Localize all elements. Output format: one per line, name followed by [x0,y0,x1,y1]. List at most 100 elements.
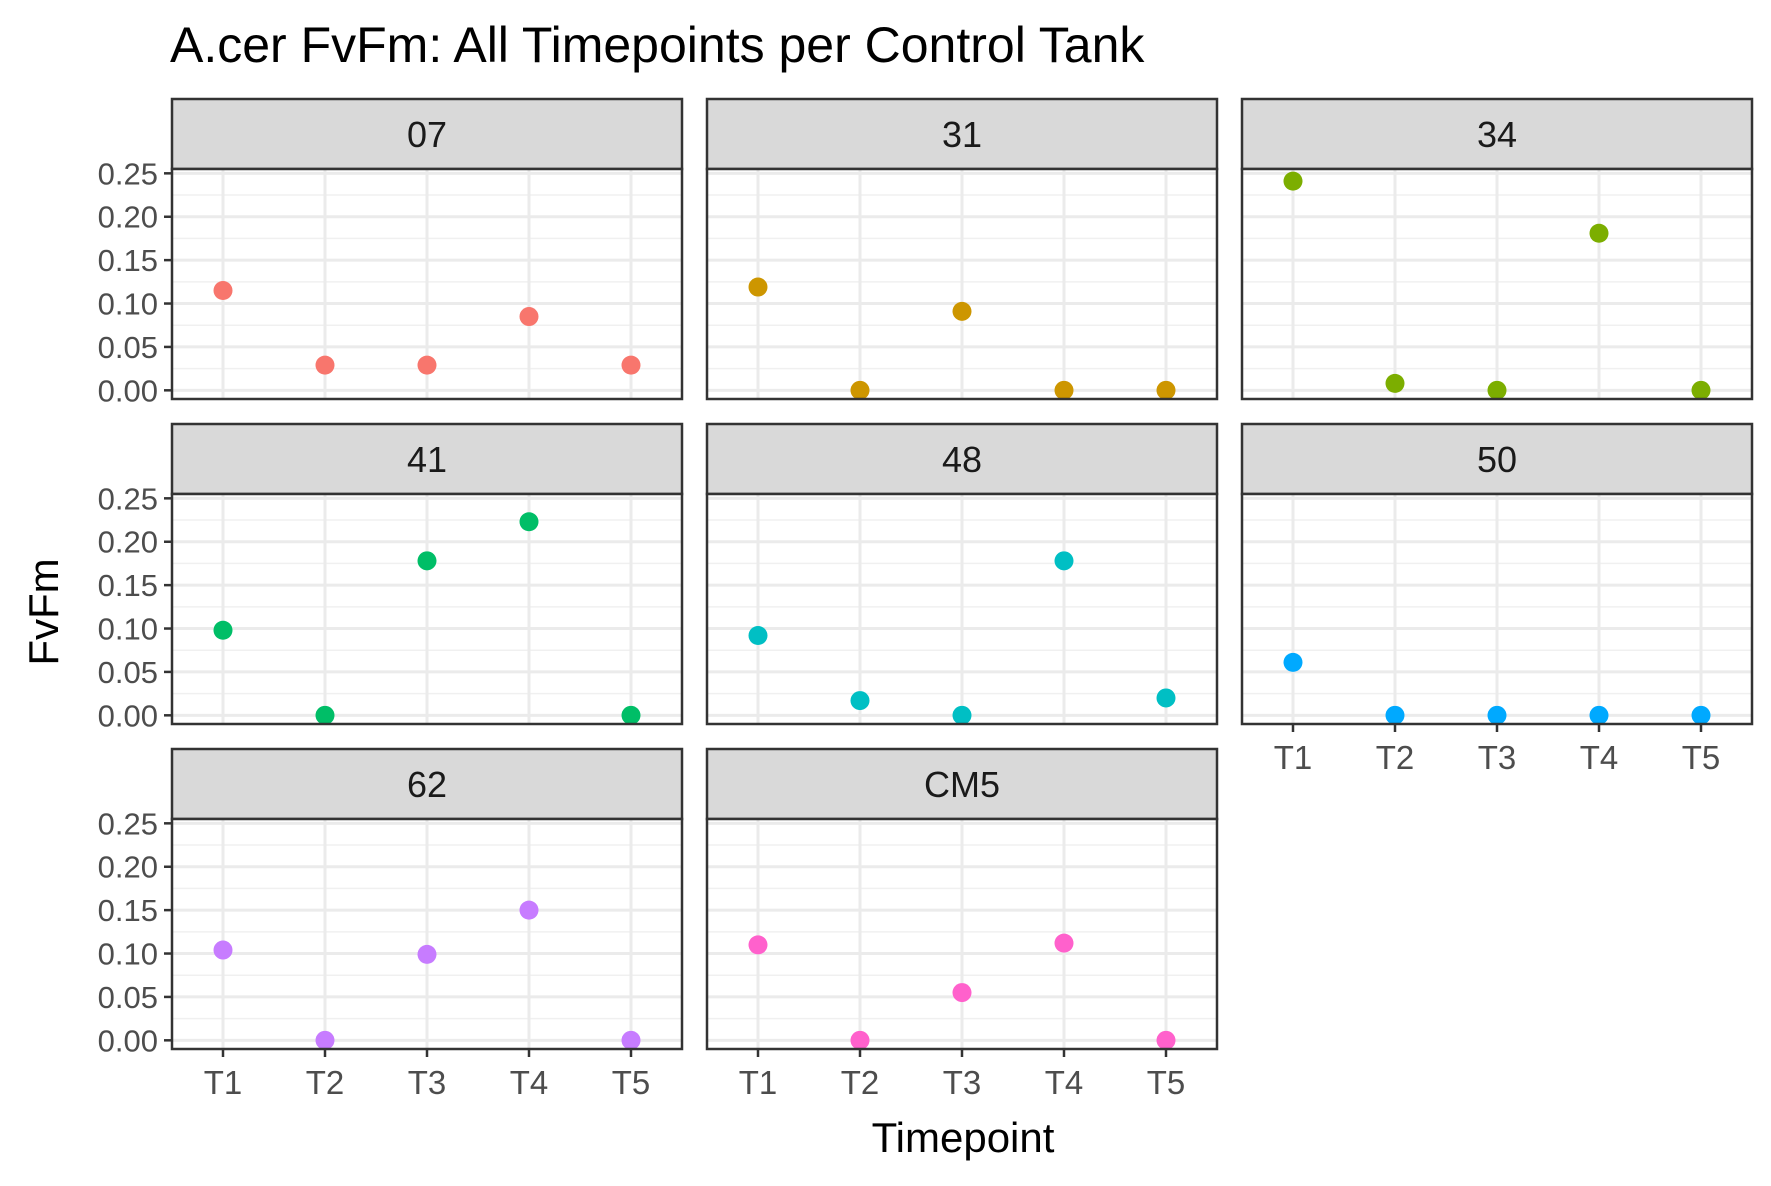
facet-strip [705,422,1219,496]
data-point [519,900,539,920]
facet-strip [1240,97,1754,171]
x-axis-title: Timepoint [872,1114,1055,1161]
data-point [1487,380,1507,400]
data-point [1385,373,1405,393]
panel-border [705,492,1219,726]
data-point [1156,380,1176,400]
data-point [1054,380,1074,400]
data-point [1691,705,1711,725]
y-tick-label: 0.20 [98,525,158,560]
facet-strip [1240,422,1754,496]
data-point [1589,705,1609,725]
facet-panel-48: 48 [705,422,1219,726]
facet-strip [170,97,684,171]
data-point [1691,380,1711,400]
data-point [213,281,233,301]
facet-panel-07: 07 0.00 0.05 0.10 0.15 0.20 0.25 [98,97,684,408]
data-point [315,1030,335,1050]
facet-panel-41: 41 0.00 0.05 0.10 0.15 0.20 0.25 [98,422,684,733]
x-tick-label: T5 [612,1064,651,1101]
facet-strip-label: 34 [1477,114,1517,155]
panel-border [170,167,684,401]
x-tick-label: T3 [943,1064,982,1101]
data-point [417,551,437,571]
data-point [850,691,870,711]
facet-strip-label: 62 [407,764,447,805]
data-point [213,940,233,960]
y-tick-label: 0.00 [98,373,158,408]
y-tick-label: 0.25 [98,156,158,191]
data-point [315,705,335,725]
data-point [850,1030,870,1050]
y-tick-label: 0.05 [98,330,158,365]
x-tick-label: T1 [1274,739,1313,776]
y-tick-label: 0.20 [98,200,158,235]
data-point [417,944,437,964]
data-point [1589,223,1609,243]
y-tick-label: 0.10 [98,287,158,322]
x-tick-label: T3 [408,1064,447,1101]
y-tick-label: 0.00 [98,698,158,733]
data-point [1156,688,1176,708]
y-tick-label: 0.10 [98,612,158,647]
x-tick-label: T1 [204,1064,243,1101]
facet-strip-label: 07 [407,114,447,155]
data-point [1283,171,1303,191]
x-tick-label: T2 [841,1064,880,1101]
panel-border [170,492,684,726]
data-point [621,355,641,375]
data-point [621,1030,641,1050]
facet-strip [705,97,1219,171]
data-point [519,512,539,532]
x-tick-label: T3 [1478,739,1517,776]
facet-panel-31: 31 [705,97,1219,401]
x-tick-label: T4 [1580,739,1619,776]
data-point [1156,1030,1176,1050]
facet-panel-CM5: CM5 T1 T2 T3 T4 T5 [705,747,1219,1101]
panel-border [705,167,1219,401]
y-tick-label: 0.15 [98,893,158,928]
facet-strip-label: 48 [942,439,982,480]
y-tick-label: 0.05 [98,655,158,690]
y-tick-label: 0.25 [98,481,158,516]
data-point [213,620,233,640]
data-point [850,380,870,400]
data-point [1054,551,1074,571]
x-tick-label: T4 [1045,1064,1084,1101]
facet-panel-50: 50 T1 T2 T3 T4 T5 [1240,422,1754,776]
facet-strip-label: 50 [1477,439,1517,480]
data-point [952,983,972,1003]
data-point [621,705,641,725]
x-tick-label: T1 [739,1064,778,1101]
data-point [1487,705,1507,725]
y-tick-label: 0.15 [98,243,158,278]
y-tick-label: 0.15 [98,568,158,603]
data-point [315,355,335,375]
x-tick-label: T5 [1682,739,1721,776]
facet-panel-62: 62 0.00 0.05 0.10 0.15 0.20 0.25 T1 T2 T3 T4 T5 [98,747,684,1101]
y-tick-label: 0.05 [98,980,158,1015]
y-axis-title: FvFm [20,558,67,665]
x-tick-label: T5 [1147,1064,1186,1101]
y-tick-label: 0.20 [98,850,158,885]
data-point [417,355,437,375]
data-point [748,277,768,297]
x-tick-label: T2 [1376,739,1415,776]
facet-panels: 07 0.00 0.05 0.10 0.15 0.20 0.25 31 34 41 0.00 0.05… [98,97,1754,1101]
y-tick-label: 0.25 [98,806,158,841]
chart-title: A.cer FvFm: All Timepoints per Control T… [170,17,1145,73]
x-tick-label: T4 [510,1064,549,1101]
facet-strip-label: 31 [942,114,982,155]
panel-border [1240,167,1754,401]
y-tick-label: 0.10 [98,937,158,972]
facet-strip-label: CM5 [924,764,1000,805]
data-point [748,625,768,645]
data-point [952,301,972,321]
data-point [1054,933,1074,953]
data-point [1283,652,1303,672]
data-point [1385,705,1405,725]
y-tick-label: 0.00 [98,1023,158,1058]
facet-strip-label: 41 [407,439,447,480]
